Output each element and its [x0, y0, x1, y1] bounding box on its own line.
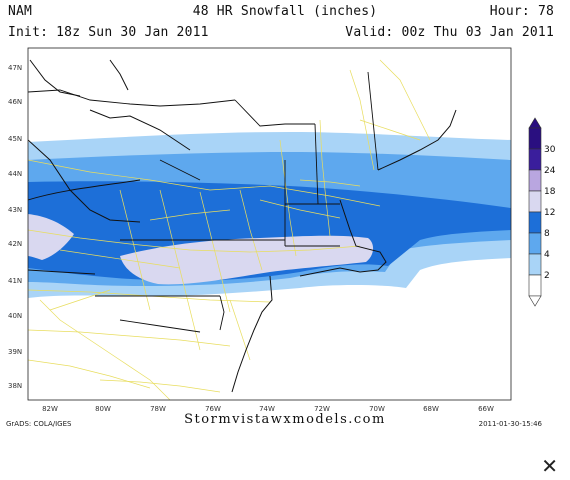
- legend-level-label: 30: [544, 145, 556, 155]
- lon-label: 68W: [423, 405, 439, 413]
- legend-swatch: [528, 274, 542, 297]
- legend-swatch: [528, 169, 542, 192]
- model-name: NAM: [8, 4, 33, 19]
- map-timestamp: 2011-01-30-15:46: [478, 420, 542, 428]
- snow-band-12in-west: [28, 214, 74, 260]
- site-watermark: Stormvistawxmodels.com: [184, 412, 386, 427]
- county-lines: [28, 59, 431, 400]
- grads-credit: GrADS: COLA/IGES: [6, 420, 72, 428]
- lon-label: 80W: [95, 405, 111, 413]
- lon-label: 82W: [42, 405, 58, 413]
- coastline: [28, 59, 457, 393]
- lat-label: 44N: [8, 170, 22, 178]
- snow-band-12in-main: [120, 235, 374, 285]
- legend-swatch: [528, 211, 542, 234]
- legend-level-label: 2: [544, 271, 550, 281]
- legend-level-label: 12: [544, 208, 555, 218]
- legend-cap-bottom: [528, 295, 542, 307]
- legend-swatch: [528, 127, 542, 150]
- legend-cap-top: [528, 117, 542, 129]
- map-plot-area: [28, 48, 511, 400]
- lat-label: 42N: [8, 240, 22, 248]
- valid-time: Valid: 00z Thu 03 Jan 2011: [345, 25, 554, 40]
- lon-label: 76W: [205, 405, 221, 413]
- close-button[interactable]: ✕: [541, 454, 558, 478]
- lat-label: 38N: [8, 382, 22, 390]
- legend-swatch: [528, 232, 542, 255]
- lat-label: 39N: [8, 348, 22, 356]
- lat-label: 46N: [8, 98, 22, 106]
- legend-swatch: [528, 253, 542, 276]
- lon-label: 70W: [369, 405, 385, 413]
- map-frame: [27, 47, 512, 401]
- product-title: 48 HR Snowfall (inches): [192, 4, 378, 19]
- lat-label: 43N: [8, 206, 22, 214]
- legend-swatch: [528, 190, 542, 213]
- lat-label: 45N: [8, 135, 22, 143]
- lon-label: 78W: [150, 405, 166, 413]
- legend-level-label: 4: [544, 250, 550, 260]
- lon-label: 66W: [478, 405, 494, 413]
- snowfall-legend: 30 24 18 12 8 4 2: [528, 117, 556, 307]
- lat-label: 41N: [8, 277, 22, 285]
- forecast-hour: Hour: 78: [489, 4, 554, 19]
- init-time: Init: 18z Sun 30 Jan 2011: [8, 25, 209, 40]
- legend-level-label: 8: [544, 229, 550, 239]
- legend-swatch: [528, 148, 542, 171]
- lon-label: 72W: [314, 405, 330, 413]
- state-borders: [28, 71, 379, 333]
- legend-level-label: 18: [544, 187, 556, 197]
- lat-label: 47N: [8, 64, 22, 72]
- legend-level-label: 24: [544, 166, 556, 176]
- lat-label: 40N: [8, 312, 22, 320]
- lon-label: 74W: [259, 405, 275, 413]
